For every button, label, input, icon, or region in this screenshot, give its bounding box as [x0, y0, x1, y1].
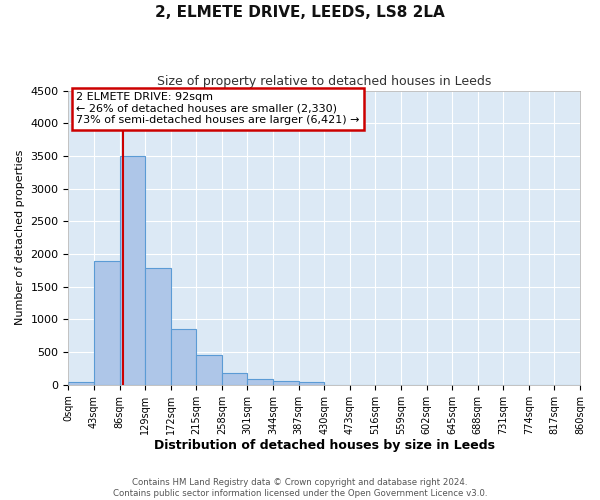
- Title: Size of property relative to detached houses in Leeds: Size of property relative to detached ho…: [157, 75, 491, 88]
- Bar: [171, 330, 196, 385]
- Bar: [145, 268, 171, 385]
- Y-axis label: Number of detached properties: Number of detached properties: [15, 150, 25, 326]
- X-axis label: Distribution of detached houses by size in Leeds: Distribution of detached houses by size …: [154, 440, 495, 452]
- Text: 2, ELMETE DRIVE, LEEDS, LS8 2LA: 2, ELMETE DRIVE, LEEDS, LS8 2LA: [155, 5, 445, 20]
- Text: 2 ELMETE DRIVE: 92sqm
← 26% of detached houses are smaller (2,330)
73% of semi-d: 2 ELMETE DRIVE: 92sqm ← 26% of detached …: [76, 92, 359, 125]
- Bar: [119, 156, 145, 385]
- Bar: [94, 260, 119, 385]
- Bar: [273, 382, 299, 385]
- Text: Contains HM Land Registry data © Crown copyright and database right 2024.
Contai: Contains HM Land Registry data © Crown c…: [113, 478, 487, 498]
- Bar: [299, 382, 324, 385]
- Bar: [196, 356, 222, 385]
- Bar: [222, 374, 247, 385]
- Bar: [247, 379, 273, 385]
- Bar: [68, 382, 94, 385]
